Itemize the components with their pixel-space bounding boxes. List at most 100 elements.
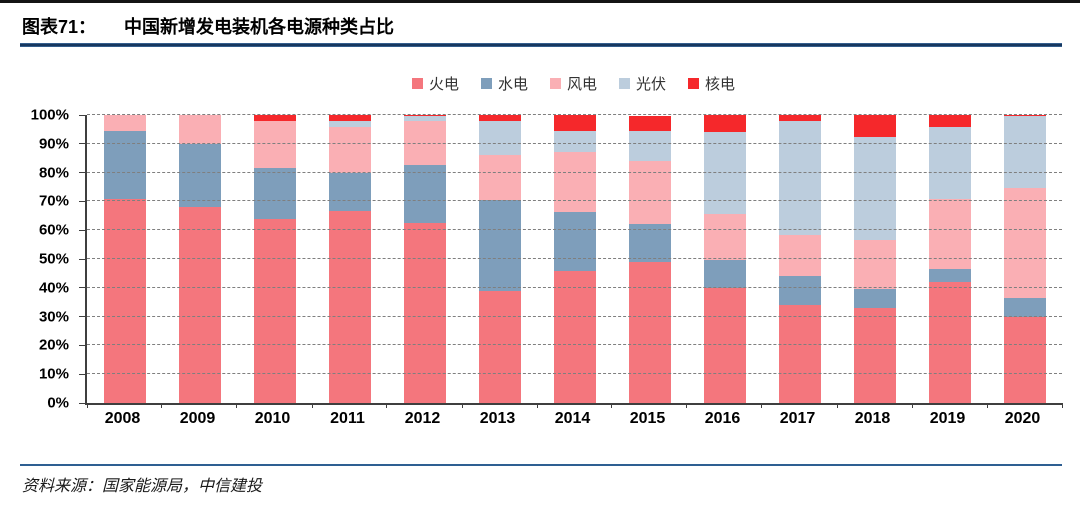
x-tick-label-2012: 2012	[404, 410, 441, 427]
bars-container	[87, 115, 1062, 403]
legend-label: 水电	[497, 76, 528, 93]
bar-slot-2017	[762, 115, 837, 403]
bar-segment-火电	[328, 211, 371, 403]
x-tick-label-2014: 2014	[554, 410, 591, 427]
bar-segment-火电	[703, 287, 746, 403]
x-tick-mark	[1061, 403, 1063, 408]
figure-title: 中国新增发电装机各电源种类占比	[124, 17, 395, 37]
stacked-bar-2009	[178, 115, 221, 403]
legend-label: 风电	[566, 76, 597, 93]
stacked-bar-2013	[478, 115, 521, 403]
y-tick-mark	[79, 114, 85, 116]
y-tick-mark	[79, 258, 85, 260]
bar-segment-核电	[478, 115, 521, 121]
x-tick-label-2016: 2016	[704, 410, 741, 427]
bar-slot-2014	[537, 115, 612, 403]
bar-segment-核电	[703, 115, 746, 133]
y-tick-label: 50%	[38, 250, 69, 268]
bar-segment-光伏	[553, 130, 596, 153]
bar-segment-火电	[253, 218, 296, 403]
y-tick-label: 80%	[38, 164, 69, 182]
bar-slot-2011	[312, 115, 387, 403]
x-tick-label-2013: 2013	[479, 410, 516, 427]
x-tick-mark	[461, 403, 463, 408]
bar-segment-风电	[1003, 188, 1046, 298]
x-tick-label-2017: 2017	[779, 410, 816, 427]
x-tick-mark	[236, 403, 238, 408]
x-tick-mark	[911, 403, 913, 408]
stacked-bar-2015	[628, 115, 671, 403]
stacked-bar-2020	[1003, 115, 1046, 403]
bar-segment-核电	[778, 115, 821, 121]
bar-segment-水电	[778, 276, 821, 306]
stacked-bar-2014	[553, 115, 596, 403]
bar-segment-风电	[778, 234, 821, 277]
legend-item-火电: 火电	[411, 73, 459, 94]
bar-segment-核电	[253, 115, 296, 121]
bar-segment-火电	[628, 261, 671, 403]
stacked-bar-2017	[778, 115, 821, 403]
bar-slot-2016	[687, 115, 762, 403]
legend-swatch	[688, 78, 700, 89]
bar-segment-光伏	[928, 126, 971, 199]
bar-slot-2020	[987, 115, 1062, 403]
x-tick-label-2020: 2020	[1004, 410, 1041, 427]
bar-segment-核电	[403, 115, 446, 117]
bar-segment-核电	[853, 115, 896, 137]
bar-segment-核电	[1003, 115, 1046, 117]
y-tick-mark	[79, 143, 85, 145]
bar-segment-风电	[703, 214, 746, 261]
y-tick-label: 30%	[38, 308, 69, 326]
bar-segment-水电	[1003, 297, 1046, 317]
legend-item-光伏: 光伏	[619, 73, 666, 94]
bar-segment-风电	[103, 115, 146, 131]
bar-segment-风电	[853, 240, 896, 290]
gridline	[87, 286, 1062, 288]
bar-segment-火电	[928, 282, 971, 403]
bar-segment-火电	[478, 290, 521, 403]
bar-slot-2010	[237, 115, 312, 403]
bar-slot-2012	[387, 115, 462, 403]
legend-item-水电: 水电	[480, 73, 528, 94]
chart-legend: 火电 水电 风电 光伏 核电	[85, 73, 1062, 94]
bar-segment-水电	[328, 172, 371, 212]
bar-segment-核电	[928, 115, 971, 127]
bar-segment-风电	[328, 126, 371, 173]
bar-segment-光伏	[478, 120, 521, 156]
figure-number-label: 图表71：	[22, 17, 97, 37]
bar-segment-水电	[178, 143, 221, 208]
stacked-bar-2008	[103, 115, 146, 403]
gridline	[87, 344, 1062, 346]
bar-segment-风电	[628, 161, 671, 225]
legend-item-风电: 风电	[549, 73, 597, 94]
x-tick-label-2019: 2019	[929, 410, 966, 427]
y-tick-label: 20%	[38, 336, 69, 354]
gridline	[87, 200, 1062, 202]
x-tick-mark	[761, 403, 763, 408]
gridline	[87, 142, 1062, 144]
bar-segment-火电	[778, 305, 821, 403]
y-tick-label: 70%	[38, 192, 69, 210]
legend-label: 核电	[705, 76, 736, 93]
bar-segment-水电	[253, 168, 296, 219]
bar-slot-2018	[837, 115, 912, 403]
stacked-bar-2011	[328, 115, 371, 403]
y-tick-mark	[79, 287, 85, 289]
bar-segment-水电	[928, 269, 971, 283]
legend-label: 光伏	[636, 76, 667, 93]
bar-segment-水电	[703, 260, 746, 288]
bar-segment-核电	[328, 115, 371, 121]
y-tick-mark	[79, 316, 85, 318]
x-tick-label-2018: 2018	[854, 410, 891, 427]
bar-segment-火电	[1003, 316, 1046, 403]
bar-segment-火电	[178, 207, 221, 403]
y-tick-label: 40%	[38, 279, 69, 297]
x-tick-label-2008: 2008	[104, 410, 141, 427]
y-tick-label: 90%	[38, 135, 69, 153]
x-axis-labels: 2008 2009 2010 2011 2012 2013 2014 2015 2016 2017…	[85, 410, 1060, 428]
figure-header: 图表71： 中国新增发电装机各电源种类占比	[22, 13, 394, 39]
bar-segment-水电	[853, 289, 896, 308]
bar-segment-光伏	[1003, 116, 1046, 189]
bar-segment-水电	[403, 165, 446, 223]
bar-segment-风电	[178, 115, 221, 144]
